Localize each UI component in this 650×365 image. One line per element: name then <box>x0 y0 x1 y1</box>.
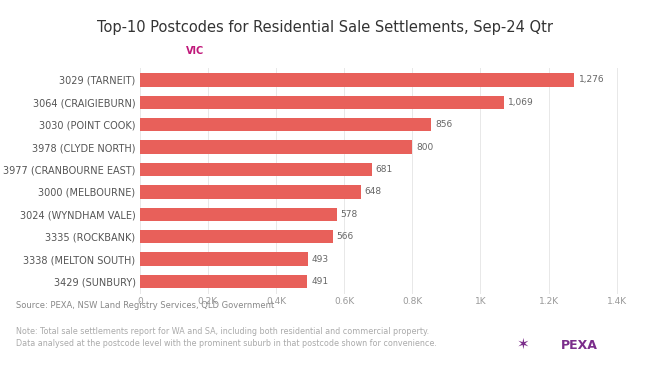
Text: VIC: VIC <box>186 46 204 56</box>
Text: Note: Total sale settlements report for WA and SA, including both residential an: Note: Total sale settlements report for … <box>16 327 437 348</box>
Text: Source: PEXA, NSW Land Registry Services, QLD Government: Source: PEXA, NSW Land Registry Services… <box>16 301 274 310</box>
Text: 1,069: 1,069 <box>508 98 534 107</box>
Text: 1,276: 1,276 <box>578 75 604 84</box>
Text: 491: 491 <box>311 277 328 286</box>
Bar <box>140 73 575 87</box>
Text: 493: 493 <box>312 255 329 264</box>
Bar <box>140 141 412 154</box>
Text: 681: 681 <box>376 165 393 174</box>
Bar <box>140 118 432 131</box>
Bar <box>140 96 504 109</box>
Bar <box>140 275 307 288</box>
Text: 648: 648 <box>365 187 382 196</box>
Text: 856: 856 <box>436 120 452 129</box>
Text: SA: SA <box>578 46 592 56</box>
Text: Top-10 Postcodes for Residential Sale Settlements, Sep-24 Qtr: Top-10 Postcodes for Residential Sale Se… <box>97 20 553 35</box>
Text: QLD: QLD <box>314 46 336 56</box>
Bar <box>140 230 333 243</box>
Bar <box>140 252 307 266</box>
Text: PEXA: PEXA <box>561 339 598 352</box>
Bar <box>140 185 361 199</box>
Bar <box>140 208 337 221</box>
FancyBboxPatch shape <box>120 31 270 71</box>
Text: NSW: NSW <box>52 46 78 56</box>
Bar <box>140 163 372 176</box>
Text: ✶: ✶ <box>517 337 530 352</box>
Text: 566: 566 <box>337 232 354 241</box>
Text: 578: 578 <box>341 210 358 219</box>
Text: 800: 800 <box>417 143 434 151</box>
Text: WA: WA <box>446 46 464 56</box>
